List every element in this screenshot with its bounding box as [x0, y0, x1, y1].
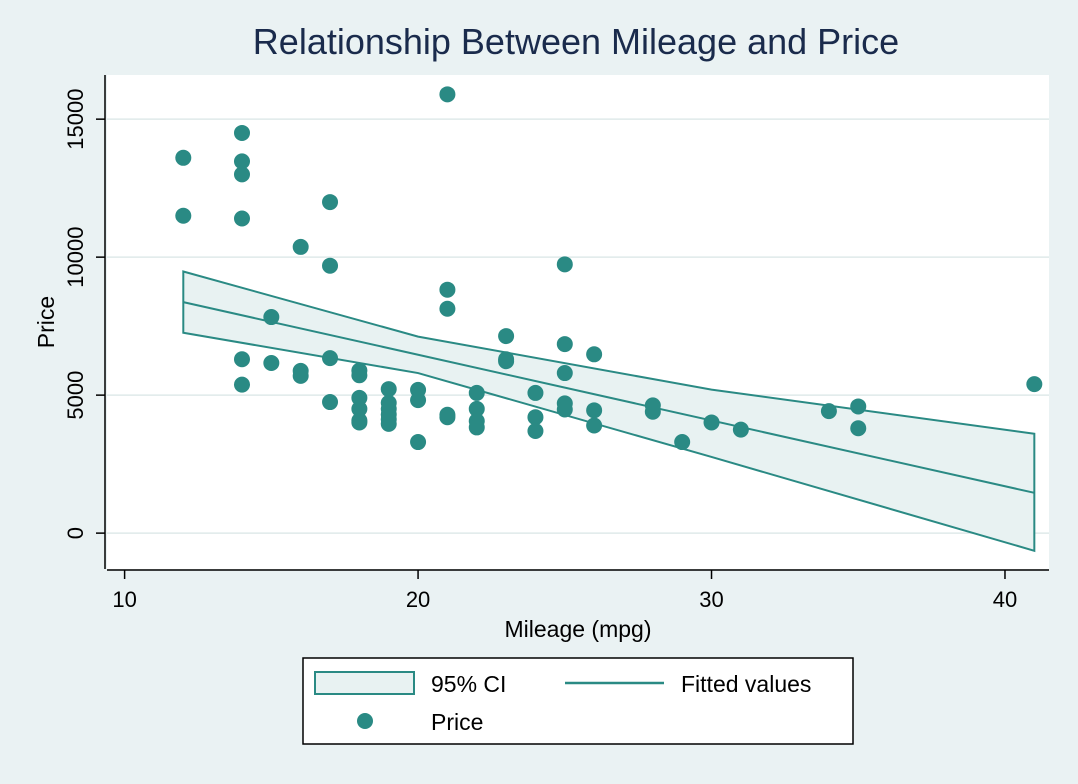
- fitted-line: [183, 301, 1035, 494]
- legend-fitted-label: Fitted values: [681, 671, 811, 697]
- data-point: [527, 384, 544, 401]
- data-point: [233, 210, 250, 227]
- data-point: [322, 350, 339, 367]
- data-point: [556, 401, 573, 418]
- x-tick-label: 20: [406, 587, 430, 612]
- data-point: [586, 417, 603, 434]
- data-point: [233, 124, 250, 141]
- data-point: [351, 367, 368, 384]
- data-point: [439, 409, 456, 426]
- x-axis-label: Mileage (mpg): [505, 616, 652, 642]
- data-point: [703, 414, 720, 431]
- data-point: [175, 207, 192, 224]
- data-point: [644, 403, 661, 420]
- y-tick-label: 15000: [63, 89, 88, 150]
- data-point: [732, 421, 749, 438]
- data-point: [556, 256, 573, 273]
- data-point: [556, 365, 573, 382]
- chart-title: Relationship Between Mileage and Price: [253, 21, 899, 62]
- data-point: [674, 434, 691, 451]
- data-point: [498, 353, 515, 370]
- y-tick-label: 10000: [63, 227, 88, 288]
- y-tick-label: 5000: [63, 371, 88, 420]
- x-tick-label: 40: [993, 587, 1017, 612]
- data-point: [586, 346, 603, 363]
- data-point: [322, 257, 339, 274]
- data-point: [351, 389, 368, 406]
- data-point: [380, 415, 397, 432]
- x-tick-label: 30: [699, 587, 723, 612]
- data-point: [586, 402, 603, 419]
- data-point: [292, 238, 309, 255]
- scatter-points: [175, 86, 1043, 451]
- data-point: [322, 194, 339, 211]
- legend-price-marker: [357, 713, 373, 729]
- legend-price-label: Price: [431, 709, 483, 735]
- data-point: [468, 419, 485, 436]
- data-point: [498, 328, 515, 345]
- legend-ci-label: 95% CI: [431, 671, 506, 697]
- y-tick-label: 0: [63, 527, 88, 539]
- data-point: [175, 149, 192, 166]
- data-point: [439, 86, 456, 103]
- ci-band-area: [182, 270, 1036, 553]
- data-point: [233, 376, 250, 393]
- data-point: [850, 420, 867, 437]
- confidence-band: [182, 270, 1036, 553]
- data-point: [233, 153, 250, 170]
- data-point: [322, 394, 339, 411]
- data-point: [468, 384, 485, 401]
- data-point: [263, 354, 280, 371]
- data-point: [527, 409, 544, 426]
- data-point: [233, 351, 250, 368]
- data-point: [351, 414, 368, 431]
- x-tick-label: 10: [112, 587, 136, 612]
- data-point: [351, 400, 368, 417]
- data-point: [263, 309, 280, 326]
- legend: 95% CI Fitted values Price: [302, 657, 854, 745]
- data-point: [527, 423, 544, 440]
- data-point: [1026, 376, 1043, 393]
- data-point: [410, 434, 427, 451]
- data-point: [820, 403, 837, 420]
- data-point: [439, 281, 456, 298]
- fitted-line-group: [183, 301, 1035, 494]
- data-point: [292, 367, 309, 384]
- axes: 10 20 30 40 0 5000 10000 15000: [63, 75, 1049, 612]
- data-point: [233, 166, 250, 183]
- y-axis-label: Price: [33, 296, 59, 348]
- data-point: [556, 336, 573, 353]
- data-point: [410, 392, 427, 409]
- data-point: [850, 398, 867, 415]
- legend-ci-swatch: [314, 671, 415, 695]
- data-point: [439, 300, 456, 317]
- data-point: [380, 381, 397, 398]
- data-point: [468, 400, 485, 417]
